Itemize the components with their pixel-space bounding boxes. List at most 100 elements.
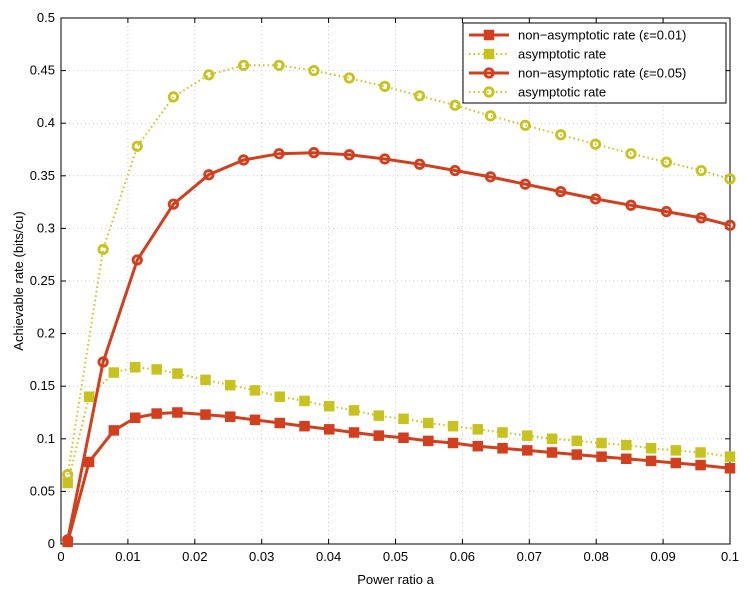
legend-label: non−asymptotic rate (ε=0.05) bbox=[518, 66, 686, 81]
y-tick-label: 0.45 bbox=[30, 63, 55, 78]
data-point bbox=[645, 443, 657, 454]
data-point bbox=[724, 173, 736, 185]
x-tick-label: 0.1 bbox=[721, 549, 739, 564]
x-tick-label: 0.05 bbox=[383, 549, 408, 564]
data-point bbox=[497, 427, 508, 438]
series-0 bbox=[62, 407, 736, 548]
data-point bbox=[398, 413, 409, 425]
legend-marker bbox=[483, 86, 495, 98]
data-point bbox=[660, 156, 673, 168]
data-point bbox=[225, 379, 236, 391]
data-point bbox=[273, 59, 285, 71]
data-point bbox=[546, 433, 558, 445]
y-tick-label: 0.1 bbox=[37, 431, 55, 446]
data-point bbox=[97, 356, 109, 368]
y-tick-label: 0.35 bbox=[30, 168, 55, 183]
data-point bbox=[324, 400, 335, 412]
legend-label: non−asymptotic rate (ε=0.01) bbox=[518, 28, 686, 43]
data-point bbox=[519, 119, 531, 131]
data-point bbox=[348, 405, 360, 416]
data-point bbox=[645, 455, 657, 467]
y-tick-label: 0.3 bbox=[37, 220, 55, 235]
data-point bbox=[273, 148, 285, 160]
data-point bbox=[203, 169, 215, 181]
data-point bbox=[379, 80, 391, 92]
x-axis-label: Power ratio a bbox=[357, 572, 434, 587]
data-point bbox=[62, 534, 74, 546]
x-tick-label: 0.04 bbox=[316, 549, 341, 564]
y-tick-label: 0.2 bbox=[37, 326, 55, 341]
data-point bbox=[348, 427, 360, 438]
axis-ticks: 0 0.01 0.02 0.03 0.04 0.05 0.06 0.07 0.08 0.09 0.1… bbox=[30, 10, 739, 564]
series-group bbox=[62, 59, 736, 548]
data-point bbox=[299, 395, 310, 407]
data-point bbox=[299, 420, 310, 432]
data-point bbox=[571, 449, 583, 460]
data-point bbox=[484, 171, 497, 183]
data-point bbox=[274, 417, 286, 429]
y-tick-label: 0.5 bbox=[37, 10, 55, 25]
y-tick-label: 0.05 bbox=[30, 483, 55, 498]
data-point bbox=[151, 408, 162, 419]
data-point bbox=[373, 410, 385, 421]
data-point bbox=[472, 424, 484, 435]
data-point bbox=[449, 99, 461, 111]
series-line bbox=[66, 366, 731, 484]
data-point bbox=[660, 205, 673, 218]
data-point bbox=[695, 212, 707, 224]
legend-item: non−asymptotic rate (ε=0.01) bbox=[469, 28, 686, 43]
data-point bbox=[343, 72, 355, 84]
data-point bbox=[238, 59, 250, 71]
series-line bbox=[66, 151, 731, 541]
legend-item: non−asymptotic rate (ε=0.05) bbox=[469, 66, 686, 81]
data-point bbox=[200, 409, 211, 420]
data-point bbox=[589, 138, 602, 150]
data-point bbox=[151, 364, 162, 375]
legend-marker bbox=[483, 29, 495, 41]
data-point bbox=[484, 110, 497, 122]
data-point bbox=[625, 148, 637, 160]
data-point bbox=[555, 129, 567, 141]
legend: non−asymptotic rate (ε=0.01) asymptotic r… bbox=[462, 22, 727, 104]
data-point bbox=[670, 445, 682, 456]
data-point bbox=[200, 374, 211, 386]
y-tick-label: 0 bbox=[48, 536, 55, 551]
data-point bbox=[724, 219, 736, 231]
data-point bbox=[621, 453, 632, 465]
data-point bbox=[324, 424, 335, 435]
data-point bbox=[108, 367, 120, 378]
data-point bbox=[131, 140, 143, 152]
data-point bbox=[130, 362, 141, 373]
data-point bbox=[225, 411, 236, 422]
x-tick-label: 0.06 bbox=[450, 549, 475, 564]
data-point bbox=[108, 425, 120, 436]
data-point bbox=[497, 443, 508, 454]
data-point bbox=[83, 456, 95, 468]
data-point bbox=[203, 69, 215, 81]
series-line bbox=[66, 410, 731, 543]
x-tick-label: 0 bbox=[57, 549, 64, 564]
data-point bbox=[308, 65, 320, 77]
data-point bbox=[522, 445, 533, 456]
data-point bbox=[625, 199, 637, 211]
data-point bbox=[274, 391, 286, 402]
data-point bbox=[238, 154, 250, 166]
data-point bbox=[449, 164, 461, 177]
data-point bbox=[423, 435, 434, 447]
data-point bbox=[724, 451, 736, 462]
data-point bbox=[596, 451, 607, 462]
data-point bbox=[555, 185, 567, 198]
series-3 bbox=[62, 59, 736, 481]
x-tick-label: 0.01 bbox=[115, 549, 140, 564]
legend-marker bbox=[483, 48, 495, 60]
x-tick-label: 0.09 bbox=[650, 549, 675, 564]
data-point bbox=[589, 193, 602, 205]
data-point bbox=[447, 420, 459, 432]
data-point bbox=[172, 407, 183, 418]
data-point bbox=[596, 437, 607, 449]
y-tick-label: 0.4 bbox=[37, 115, 55, 130]
data-point bbox=[172, 368, 183, 379]
data-point bbox=[447, 437, 459, 449]
data-point bbox=[83, 391, 95, 402]
